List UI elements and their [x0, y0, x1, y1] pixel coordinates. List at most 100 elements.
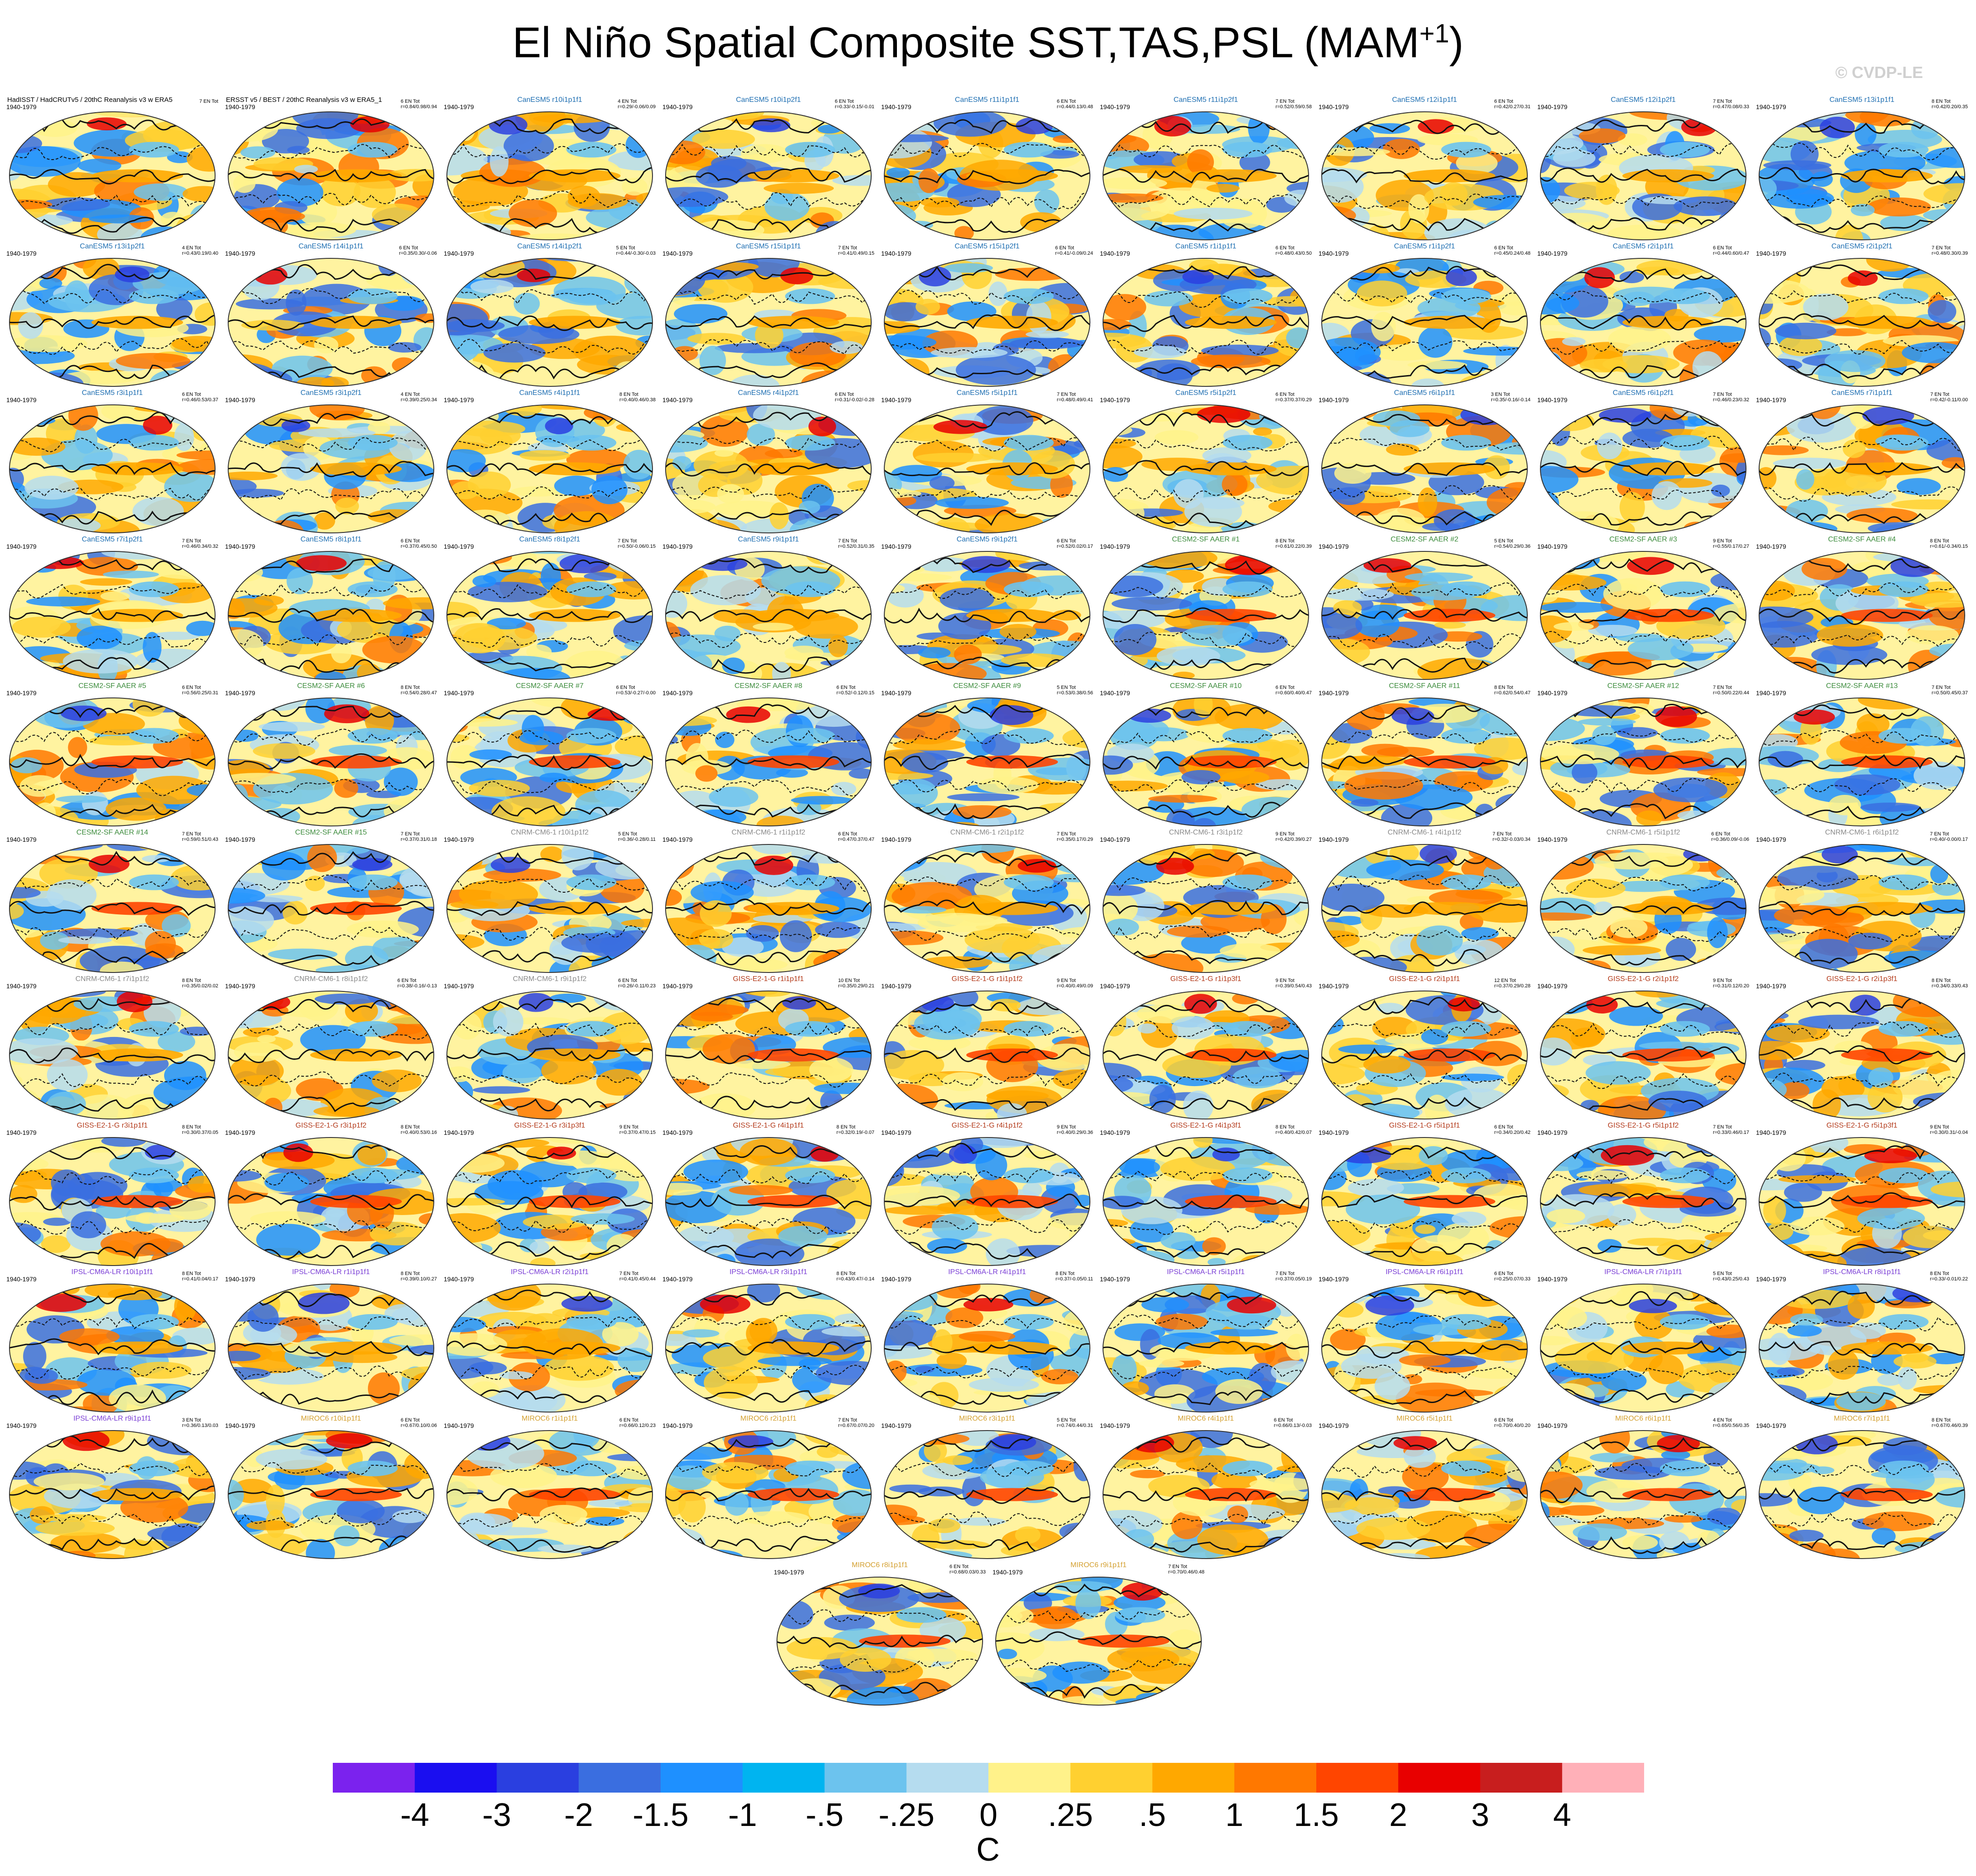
- panel-years: 1940-1979: [662, 396, 693, 404]
- map-plot: [9, 258, 216, 387]
- map-plot: [1759, 1284, 1965, 1413]
- map-plot: [884, 111, 1090, 240]
- panel-title: GISS-E2-1-G r2i1p1f1: [1389, 975, 1460, 983]
- panel-years: 1940-1979: [1100, 1422, 1130, 1429]
- colorbar-tick-label: .25: [1048, 1797, 1093, 1833]
- panel-title: MIROC6 r7i1p1f1: [1834, 1415, 1890, 1422]
- panel-years: 1940-1979: [444, 103, 474, 110]
- panel-stat: 7 EN Tot r=0.32/-0.03/0.34: [1492, 831, 1530, 842]
- map-plot: [1540, 1137, 1746, 1266]
- colorbar-tick-label: -1: [728, 1797, 757, 1833]
- panel-years: 1940-1979: [1537, 543, 1567, 550]
- map-panel: CNRM-CM6-1 r2i1p1f2 1940-1979 7 EN Tot r=0.…: [878, 829, 1096, 976]
- map-panel: GISS-E2-1-G r2i1p3f1 1940-1979 8 EN Tot r=0…: [1753, 975, 1971, 1122]
- panel-years: 1940-1979: [6, 836, 37, 843]
- map-plot: [1103, 1284, 1309, 1413]
- panel-title: GISS-E2-1-G r4i1p1f1: [733, 1122, 804, 1129]
- map-panel: GISS-E2-1-G r5i1p1f1 1940-1979 6 EN Tot r=0…: [1316, 1122, 1533, 1269]
- map-panel: CESM2-SF AAER #2 1940-1979 5 EN Tot r=0.54/…: [1316, 536, 1533, 683]
- panel-years: 1940-1979: [1319, 982, 1349, 990]
- panel-stat: 6 EN Tot r=0.56/0.25/0.31: [182, 685, 218, 696]
- panel-years: 1940-1979: [6, 543, 37, 550]
- panel-years: 1940-1979: [881, 836, 911, 843]
- map-panel: MIROC6 r3i1p1f1 1940-1979 5 EN Tot r=0.74/0…: [878, 1415, 1096, 1562]
- panel-title: CESM2-SF AAER #14: [76, 829, 148, 836]
- panel-years: 1940-1979: [662, 982, 693, 990]
- panel-stat: 8 EN Tot r=0.30/0.37/0.05: [182, 1124, 218, 1135]
- panel-title: CESM2-SF AAER #12: [1607, 682, 1679, 690]
- panel-years: 1940-1979: [1319, 250, 1349, 257]
- map-panel: IPSL-CM6A-LR r4i1p1f1 1940-1979 8 EN Tot r=…: [878, 1268, 1096, 1415]
- map-panel: CNRM-CM6-1 r7i1p1f2 1940-1979 8 EN Tot r=0.…: [4, 975, 221, 1122]
- map-panel: CNRM-CM6-1 r4i1p1f2 1940-1979 7 EN Tot r=0.…: [1316, 829, 1533, 976]
- panel-years: 1940-1979: [6, 250, 37, 257]
- panel-years: 1940-1979: [1100, 1275, 1130, 1283]
- panel-title: GISS-E2-1-G r4i1p1f2: [951, 1122, 1023, 1129]
- panel-title: CESM2-SF AAER #13: [1826, 682, 1898, 690]
- panel-stat: 5 EN Tot r=0.44/-0.30/-0.03: [616, 245, 656, 256]
- panel-years: 1940-1979: [6, 1422, 37, 1429]
- panel-title: HadISST / HadCRUTv5 / 20thC Reanalysis v…: [7, 96, 173, 104]
- map-plot: [228, 111, 434, 240]
- panel-years: 1940-1979: [1537, 836, 1567, 843]
- panel-title: CNRM-CM6-1 r5i1p1f2: [1606, 829, 1680, 836]
- panel-stat: 6 EN Tot r=0.45/0.24/0.48: [1494, 245, 1530, 256]
- map-panel: CanESM5 r4i1p2f1 1940-1979 6 EN Tot r=0.31/…: [660, 389, 877, 536]
- map-panel: CanESM5 r15i1p2f1 1940-1979 6 EN Tot r=0.41…: [878, 243, 1096, 390]
- panel-years: 1940-1979: [993, 1569, 1023, 1576]
- map-panel: CESM2-SF AAER #11 1940-1979 8 EN Tot r=0.62…: [1316, 682, 1533, 829]
- panel-title: MIROC6 r9i1p1f1: [1070, 1561, 1127, 1569]
- panel-stat: 8 EN Tot r=0.67/0.46/0.39: [1931, 1417, 1968, 1428]
- panel-stat: 7 EN Tot r=0.50/-0.06/0.15: [617, 538, 656, 549]
- map-plot: [665, 1284, 872, 1413]
- map-plot: [1321, 404, 1528, 533]
- panel-stat: 7 EN Tot r=0.50/0.45/0.37: [1931, 685, 1968, 696]
- map-panel: CanESM5 r3i1p2f1 1940-1979 4 EN Tot r=0.39/…: [222, 389, 440, 536]
- panel-stat: 7 EN Tot r=0.70/0.46/0.48: [1168, 1564, 1204, 1575]
- map-panel: CESM2-SF AAER #12 1940-1979 7 EN Tot r=0.50…: [1535, 682, 1752, 829]
- map-plot: [1103, 844, 1309, 973]
- map-plot: [665, 111, 872, 240]
- map-plot: [665, 1137, 872, 1266]
- panel-years: 1940-1979: [1537, 250, 1567, 257]
- map-plot: [884, 1284, 1090, 1413]
- panel-stat: 6 EN Tot r=0.41/-0.09/0.24: [1055, 245, 1093, 256]
- panel-title: MIROC6 r6i1p1f1: [1615, 1415, 1672, 1422]
- panel-title: IPSL-CM6A-LR r7i1p1f1: [1604, 1268, 1682, 1276]
- panel-stat: 12 EN Tot r=0.37/0.29/0.28: [1494, 978, 1530, 989]
- panel-title: CanESM5 r4i1p1f1: [519, 389, 580, 397]
- map-plot: [884, 551, 1090, 680]
- panel-years: 1940-1979: [444, 543, 474, 550]
- panel-stat: 9 EN Tot r=0.42/0.39/0.27: [1275, 831, 1312, 842]
- map-plot: [1103, 991, 1309, 1119]
- panel-grid: HadISST / HadCRUTv5 / 20thC Reanalysis v…: [4, 96, 1971, 1706]
- panel-title: CanESM5 r15i1p2f1: [954, 243, 1020, 250]
- panel-years: 1940-1979: [444, 982, 474, 990]
- panel-stat: 8 EN Tot r=0.35/0.02/0.02: [182, 978, 218, 989]
- colorbar-swatch: [579, 1763, 661, 1793]
- map-panel: CNRM-CM6-1 r9i1p1f2 1940-1979 6 EN Tot r=0.…: [441, 975, 658, 1122]
- panel-title: CanESM5 r5i1p2f1: [1175, 389, 1236, 397]
- colorbar-tick-label: 0: [979, 1797, 998, 1833]
- panel-years: 1940-1979: [1100, 836, 1130, 843]
- map-panel: CESM2-SF AAER #4 1940-1979 8 EN Tot r=0.61/…: [1753, 536, 1971, 683]
- map-plot: [1759, 404, 1965, 533]
- map-plot: [228, 1137, 434, 1266]
- panel-title: CanESM5 r14i1p2f1: [517, 243, 583, 250]
- panel-stat: 6 EN Tot r=0.26/-0.11/0.23: [618, 978, 656, 989]
- map-plot: [1321, 1430, 1528, 1559]
- panel-title: CESM2-SF AAER #15: [295, 829, 367, 836]
- map-panel: CanESM5 r5i1p2f1 1940-1979 6 EN Tot r=0.37/…: [1097, 389, 1314, 536]
- colorbar-swatch: [1070, 1763, 1153, 1793]
- panel-years: 1940-1979: [662, 1129, 693, 1136]
- map-panel: CanESM5 r7i1p1f1 1940-1979 7 EN Tot r=0.42/…: [1753, 389, 1971, 536]
- panel-title: CanESM5 r10i1p2f1: [735, 96, 801, 104]
- panel-title: CNRM-CM6-1 r6i1p1f2: [1825, 829, 1899, 836]
- map-panel: CanESM5 r2i1p2f1 1940-1979 7 EN Tot r=0.48/…: [1753, 243, 1971, 390]
- map-panel: CanESM5 r9i1p2f1 1940-1979 6 EN Tot r=0.52/…: [878, 536, 1096, 683]
- panel-years: 1940-1979: [881, 982, 911, 990]
- map-panel: GISS-E2-1-G r5i1p3f1 1940-1979 9 EN Tot r=0…: [1753, 1122, 1971, 1269]
- panel-stat: 8 EN Tot r=0.40/0.42/0.07: [1275, 1124, 1312, 1135]
- panel-stat: 8 EN Tot r=0.42/0.20/0.35: [1931, 99, 1968, 110]
- panel-years: 1940-1979: [662, 1275, 693, 1283]
